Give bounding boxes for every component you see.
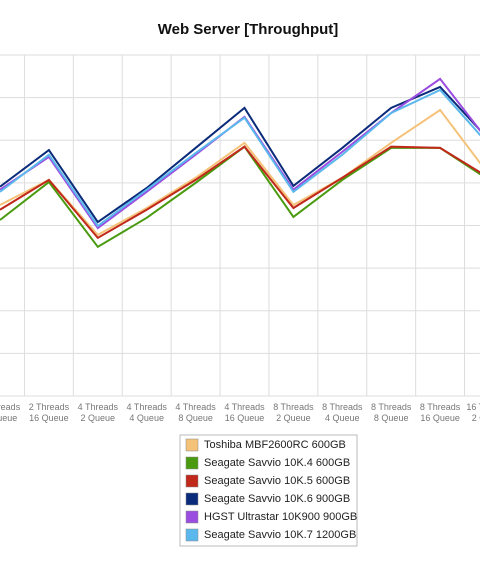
series-line: [0, 85, 480, 224]
x-tick-label-line: 16 Queue: [420, 413, 460, 423]
x-tick-label-line: 4 Threads: [175, 402, 216, 412]
legend-label: Seagate Savvio 10K.5 600GB: [204, 475, 350, 487]
x-tick-label-line: 2 Queue: [276, 413, 311, 423]
legend-swatch: [185, 438, 199, 452]
x-tick-label-line: 2 Threads: [29, 402, 70, 412]
x-tick-label: 4 Threads 4 Queue: [127, 402, 168, 423]
series-line: [0, 145, 480, 240]
legend-swatch: [185, 528, 199, 542]
x-tick-label: 4 Threads 8 Queue: [175, 402, 216, 423]
x-tick-label-line: 16 Queue: [225, 413, 265, 423]
x-tick-label-line: 2 Queue: [81, 413, 116, 423]
x-tick-label-line: 4 Threads: [224, 402, 265, 412]
legend-label: Seagate Savvio 10K.7 1200GB: [204, 529, 356, 541]
legend-swatch: [185, 492, 199, 506]
legend-label: Seagate Savvio 10K.4 600GB: [204, 457, 350, 469]
x-tick-label: 4 Threads 16 Queue: [224, 402, 265, 423]
series-line: [0, 145, 480, 249]
x-tick-label-line: 4 Queue: [325, 413, 360, 423]
chart-title: Web Server [Throughput]: [158, 21, 339, 38]
legend-label: Toshiba MBF2600RC 600GB: [204, 439, 346, 451]
x-tick-label-line: 2 Queue: [472, 413, 480, 423]
x-tick-label: 4 Threads 2 Queue: [78, 402, 119, 423]
legend-label: Seagate Savvio 10K.6 900GB: [204, 493, 350, 505]
legend-swatch: [185, 474, 199, 488]
x-tick-label-line: 8 Threads: [420, 402, 461, 412]
x-tick-label: 2 Threads 16 Queue: [29, 402, 70, 423]
x-tick-label-line: 16 Queue: [29, 413, 69, 423]
x-tick-label-line: 8 Threads: [371, 402, 412, 412]
legend-box: [179, 434, 358, 547]
x-tick-label: 8 Threads 16 Queue: [420, 402, 461, 423]
series-line: [0, 88, 480, 228]
x-tick-label-line: 8 Queue: [178, 413, 213, 423]
x-tick-label-line: 4 Threads: [127, 402, 168, 412]
x-tick-label: 8 Threads 4 Queue: [322, 402, 363, 423]
x-tick-label-line: 4 Threads: [78, 402, 119, 412]
x-tick-label-line: 8 Queue: [0, 413, 17, 423]
x-tick-label: 8 Threads 8 Queue: [371, 402, 412, 423]
x-tick-label-line: 8 Queue: [374, 413, 409, 423]
x-tick-label-line: 4 Queue: [129, 413, 164, 423]
x-tick-label-line: 2 Threads: [0, 402, 21, 412]
x-tick-label: 8 Threads 2 Queue: [273, 402, 314, 423]
legend-label: HGST Ultrastar 10K900 900GB: [204, 511, 357, 523]
legend-swatch: [185, 510, 199, 524]
x-tick-label-line: 8 Threads: [273, 402, 314, 412]
legend-swatch: [185, 456, 199, 470]
x-tick-label-line: 8 Threads: [322, 402, 363, 412]
x-tick-label-line: 16 Threads: [466, 402, 480, 412]
series-line: [0, 108, 480, 237]
